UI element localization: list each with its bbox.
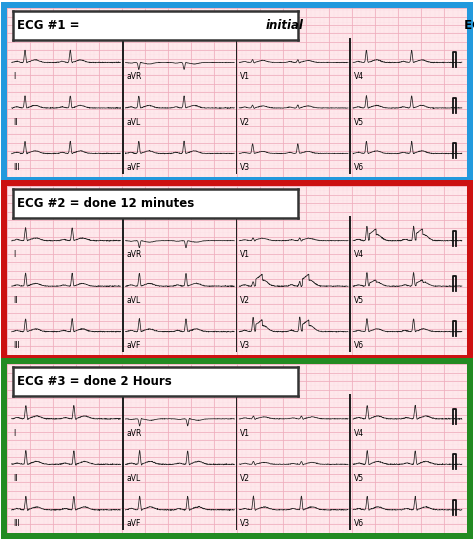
Text: V1: V1 [240,72,250,81]
Text: V5: V5 [354,118,365,127]
Text: V6: V6 [354,341,365,351]
Text: I: I [13,250,15,259]
Text: ECG #1 =: ECG #1 = [17,19,83,32]
Text: V3: V3 [240,519,251,529]
Text: aVR: aVR [127,428,142,438]
Text: aVF: aVF [127,163,141,172]
Text: V4: V4 [354,72,365,81]
Text: III: III [13,341,19,351]
Text: aVR: aVR [127,250,142,259]
Text: V6: V6 [354,519,365,529]
Text: II: II [13,296,18,305]
Text: III: III [13,163,19,172]
Text: I: I [13,428,15,438]
Text: V5: V5 [354,296,365,305]
Text: II: II [13,474,18,483]
Text: ECG #3 = done 2 Hours: ECG #3 = done 2 Hours [17,375,176,388]
Text: V4: V4 [354,428,365,438]
Text: V2: V2 [240,296,250,305]
Text: V3: V3 [240,341,251,351]
Text: V3: V3 [240,163,251,172]
Text: I: I [13,72,15,81]
Text: ECG in the ED ...: ECG in the ED ... [460,19,474,32]
Text: initial: initial [266,19,304,32]
Text: aVL: aVL [127,118,141,127]
Text: aVF: aVF [127,519,141,529]
Text: ECG #2 = done 12 minutes: ECG #2 = done 12 minutes [17,197,198,210]
Text: aVL: aVL [127,474,141,483]
Text: V2: V2 [240,118,250,127]
Text: aVL: aVL [127,296,141,305]
Text: V4: V4 [354,250,365,259]
Text: II: II [13,118,18,127]
Text: V6: V6 [354,163,365,172]
Text: V2: V2 [240,474,250,483]
Text: III: III [13,519,19,529]
Text: aVR: aVR [127,72,142,81]
Text: V1: V1 [240,250,250,259]
Text: V5: V5 [354,474,365,483]
Text: aVF: aVF [127,341,141,351]
Text: V1: V1 [240,428,250,438]
